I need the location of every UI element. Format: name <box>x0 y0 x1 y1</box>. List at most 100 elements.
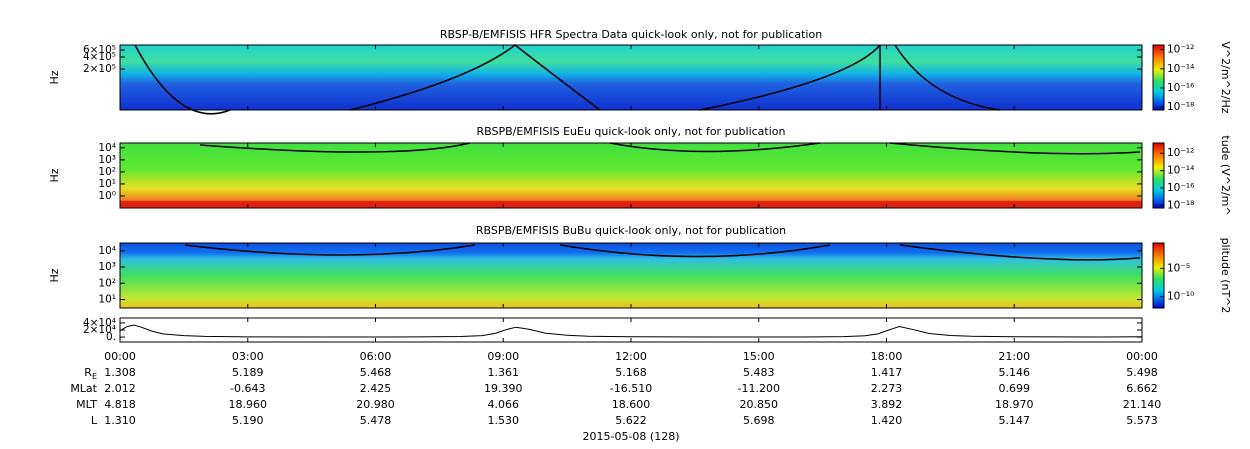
y-tick-label: 10⁰ <box>98 190 116 202</box>
x-tick-label: 21:00 <box>998 350 1030 363</box>
row-value: 5.698 <box>743 414 775 427</box>
row-value: 6.662 <box>1126 382 1158 395</box>
row-label-text: L <box>91 414 98 427</box>
colorbar-label: tude (V^2/m^ <box>1219 135 1232 215</box>
y-tick-label: 0. <box>106 331 116 343</box>
colorbar <box>1152 242 1165 309</box>
colorbar-label: plitude (nT^2 <box>1219 238 1232 314</box>
row-label-text: MLT <box>76 398 97 411</box>
y-tick-label: 4×10⁴ <box>83 317 116 329</box>
y-tick-label: 6×10⁵ <box>83 44 116 56</box>
row-value: 20.850 <box>740 398 779 411</box>
colorbar-tick-label: 10⁻¹² <box>1167 147 1194 159</box>
row-value: 5.622 <box>615 414 647 427</box>
row-value: 5.168 <box>615 366 647 379</box>
row-value: 2.273 <box>871 382 903 395</box>
row-value: -11.200 <box>738 382 780 395</box>
row-value: 5.147 <box>999 414 1031 427</box>
row-value: 4.818 <box>104 398 136 411</box>
row-value: 1.361 <box>488 366 520 379</box>
row-label: L <box>91 414 98 427</box>
y-tick-label: 10² <box>98 277 116 289</box>
y-tick-label: 2×10⁵ <box>83 63 116 75</box>
row-label: RE <box>84 366 97 381</box>
row-value: 5.189 <box>232 366 264 379</box>
y-axis-label: Hz <box>48 70 61 84</box>
row-value: 1.308 <box>104 366 136 379</box>
plots: RBSP-B/EMFISIS HFR Spectra Data quick-lo… <box>48 28 1232 443</box>
y-tick-label: 10⁴ <box>98 142 116 154</box>
panel-title: RBSP-B/EMFISIS HFR Spectra Data quick-lo… <box>440 28 822 41</box>
colorbar-tick-label: 10⁻¹² <box>1167 44 1194 56</box>
row-value: 5.498 <box>1126 366 1158 379</box>
colorbar-tick-label: 10⁻¹⁶ <box>1167 82 1194 94</box>
x-tick-label: 18:00 <box>871 350 903 363</box>
y-tick-label: 10³ <box>98 154 116 166</box>
row-value: 5.190 <box>232 414 264 427</box>
y-axis-label: Hz <box>48 168 61 182</box>
spectrogram-image <box>120 45 1142 110</box>
y-axis-label: Hz <box>48 268 61 282</box>
row-label: MLat <box>70 382 97 395</box>
row-value: 2.012 <box>104 382 136 395</box>
colorbar-tick-label: 10⁻¹⁴ <box>1167 63 1194 75</box>
x-tick-label: 06:00 <box>360 350 392 363</box>
x-tick-label: 03:00 <box>232 350 264 363</box>
row-value: -16.510 <box>610 382 652 395</box>
colorbar-tick-label: 10⁻¹⁰ <box>1167 291 1194 303</box>
row-value: 5.483 <box>743 366 775 379</box>
x-tick-label: 15:00 <box>743 350 775 363</box>
data-line <box>119 324 1143 338</box>
row-value: 5.573 <box>1126 414 1158 427</box>
colorbar <box>1152 142 1165 209</box>
row-value: 0.699 <box>999 382 1031 395</box>
colorbar-tick-label: 10⁻⁵ <box>1167 262 1190 274</box>
x-tick-label: 00:00 <box>104 350 136 363</box>
row-value: 19.390 <box>484 382 523 395</box>
row-value: 21.140 <box>1123 398 1162 411</box>
y-tick-label: 10¹ <box>98 178 116 190</box>
row-label-text: R <box>84 366 92 379</box>
overlay-curve <box>134 44 1001 115</box>
row-value: 1.420 <box>871 414 903 427</box>
row-value: 1.530 <box>488 414 520 427</box>
x-tick-label: 00:00 <box>1126 350 1158 363</box>
y-tick-label: 4×10⁵ <box>83 51 116 63</box>
row-value: 1.310 <box>104 414 136 427</box>
colorbar-label: V^2/m^2/Hz <box>1219 41 1232 113</box>
row-value: 20.980 <box>356 398 395 411</box>
row-value: 2.425 <box>360 382 392 395</box>
row-value: 5.468 <box>360 366 392 379</box>
overlay-curve <box>184 244 1141 261</box>
panel-title: RBSPB/EMFISIS BuBu quick-look only, not … <box>476 224 786 237</box>
row-value: -0.643 <box>230 382 265 395</box>
row-value: 5.478 <box>360 414 392 427</box>
x-tick-label: 12:00 <box>615 350 647 363</box>
row-value: 3.892 <box>871 398 903 411</box>
colorbar <box>1152 44 1165 111</box>
y-tick-label: 10⁴ <box>98 245 116 257</box>
row-label-text: MLat <box>70 382 97 395</box>
row-value: 5.146 <box>999 366 1031 379</box>
x-tick-label: 09:00 <box>487 350 519 363</box>
y-tick-label: 2×10⁴ <box>83 324 116 336</box>
y-tick-label: 10² <box>98 166 116 178</box>
overlay-curve <box>199 142 1141 155</box>
date-label: 2015-05-08 (128) <box>582 430 679 443</box>
y-tick-label: 10³ <box>98 261 116 273</box>
row-value: 4.066 <box>488 398 520 411</box>
row-label-subscript: E <box>92 372 97 381</box>
colorbar-tick-label: 10⁻¹⁸ <box>1167 101 1194 113</box>
spectrogram-image <box>120 143 1142 208</box>
colorbar-tick-label: 10⁻¹⁴ <box>1167 165 1194 177</box>
panel-title: RBSPB/EMFISIS EuEu quick-look only, not … <box>476 125 785 138</box>
row-value: 18.600 <box>612 398 651 411</box>
row-value: 1.417 <box>871 366 903 379</box>
y-tick-label: 10¹ <box>98 294 116 306</box>
row-value: 18.970 <box>995 398 1034 411</box>
colorbar-tick-label: 10⁻¹⁸ <box>1167 199 1194 211</box>
colorbar-tick-label: 10⁻¹⁶ <box>1167 182 1194 194</box>
row-label: MLT <box>76 398 97 411</box>
row-value: 18.960 <box>229 398 268 411</box>
